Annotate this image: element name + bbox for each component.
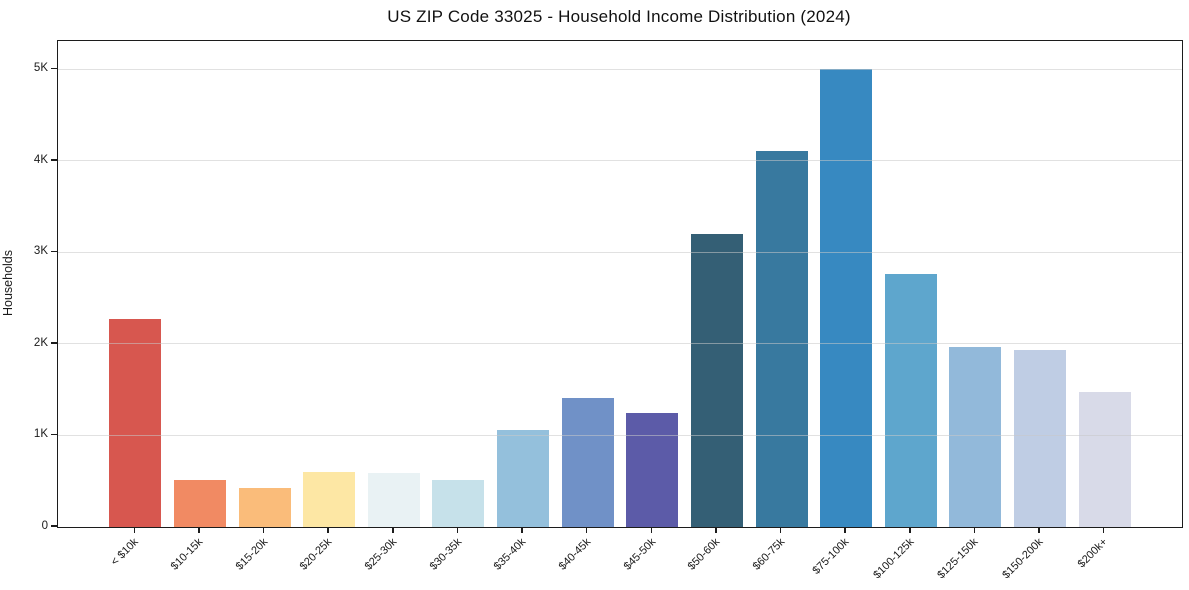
chart-title: US ZIP Code 33025 - Household Income Dis…: [387, 7, 851, 26]
x-tick-label: $150-200k: [1000, 536, 1046, 582]
x-tick-label: $200k+: [1075, 536, 1111, 571]
x-tick-mark: [909, 527, 911, 534]
x-tick-label: $35-40k: [491, 536, 529, 573]
x-tick-mark: [585, 527, 588, 534]
bar: [367, 473, 420, 527]
x-tick-label: $50-60k: [685, 536, 723, 573]
grid-line: [58, 68, 1182, 70]
grid-line: [58, 160, 1182, 162]
x-tick-label: $25-30k: [362, 536, 400, 573]
bar: [626, 412, 679, 527]
grid-line: [58, 434, 1182, 436]
x-tick-mark: [844, 527, 846, 534]
y-tick-mark: [51, 342, 57, 344]
y-tick-mark: [51, 159, 57, 161]
bar: [755, 150, 808, 527]
bar: [949, 346, 1002, 527]
x-tick-label: $75-100k: [810, 536, 852, 577]
x-tick-label: $125-150k: [935, 536, 981, 582]
x-tick-mark: [973, 527, 976, 534]
bar: [497, 429, 550, 527]
bar: [238, 487, 291, 527]
x-tick-mark: [262, 527, 265, 534]
x-tick-mark: [1102, 527, 1105, 534]
y-tick-mark: [51, 67, 57, 70]
x-tick-mark: [521, 527, 523, 534]
x-tick-label: $40-45k: [556, 536, 594, 573]
x-tick-label: $30-35k: [427, 536, 464, 573]
bar: [820, 69, 873, 527]
bar: [561, 397, 614, 527]
y-axis-label: Households: [1, 249, 15, 317]
bar: [1078, 392, 1131, 527]
x-tick-mark: [198, 527, 200, 534]
plot-area: [57, 40, 1183, 528]
bar: [109, 319, 162, 527]
bar: [690, 234, 743, 527]
x-tick-mark: [650, 527, 652, 534]
y-tick-label: 3K: [33, 245, 48, 258]
bar: [173, 479, 226, 527]
y-tick-label: 2K: [33, 336, 48, 349]
y-tick-mark: [51, 433, 57, 436]
x-tick-label: $15-20k: [233, 536, 271, 573]
grid-line: [58, 343, 1182, 345]
bar: [303, 472, 356, 527]
x-tick-mark: [327, 527, 329, 534]
x-tick-mark: [133, 527, 135, 534]
x-tick-mark: [1038, 527, 1040, 534]
y-tick-label: 4K: [33, 153, 48, 166]
x-tick-mark: [456, 527, 459, 534]
y-tick-mark: [51, 525, 57, 527]
x-tick-label: < $10k: [108, 536, 141, 569]
bar: [1014, 350, 1067, 527]
y-tick-mark: [51, 250, 57, 253]
x-tick-label: $45-50k: [621, 536, 658, 573]
bar: [432, 480, 485, 527]
y-tick-label: 1K: [33, 428, 48, 441]
y-tick-label: 5K: [33, 62, 48, 75]
x-tick-mark: [779, 527, 782, 534]
grid-line: [58, 251, 1182, 253]
x-tick-label: $20-25k: [298, 536, 335, 573]
x-tick-mark: [715, 527, 717, 534]
x-tick-label: $100-125k: [871, 536, 917, 582]
x-tick-label: $60-75k: [750, 536, 788, 573]
x-tick-label: $10-15k: [168, 536, 206, 573]
x-tick-mark: [392, 527, 394, 534]
y-tick-label: 0: [41, 520, 48, 532]
bar: [884, 274, 937, 527]
